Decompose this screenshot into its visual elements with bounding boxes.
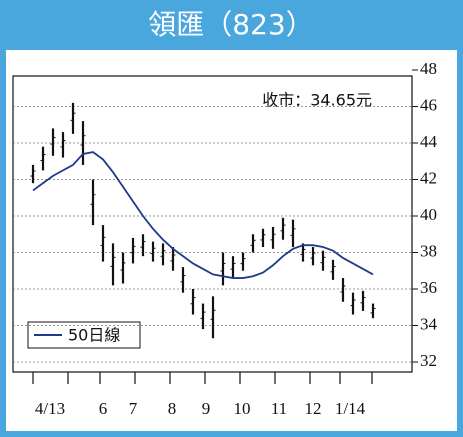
chart-title: 領匯（823）: [148, 8, 313, 41]
legend-label: 50日線: [68, 326, 120, 345]
x-tick-label: 1/14: [335, 399, 366, 418]
y-tick-label: 48: [420, 59, 437, 78]
x-tick-label: 8: [168, 399, 177, 418]
x-tick-label: 7: [129, 399, 138, 418]
x-tick-label: 12: [305, 399, 322, 418]
y-tick-label: 32: [420, 351, 437, 370]
y-tick-label: 40: [420, 205, 437, 224]
y-tick-label: 46: [420, 95, 437, 114]
y-tick-label: 36: [420, 278, 437, 297]
plot-box: [12, 75, 413, 373]
annotation: 收市：34.65元: [262, 91, 372, 110]
panel: [6, 50, 457, 431]
y-tick-label: 38: [420, 241, 437, 260]
x-tick-label: 6: [99, 399, 108, 418]
x-tick-label: 9: [202, 399, 211, 418]
y-tick-label: 42: [420, 168, 437, 187]
month-ticks: [32, 372, 373, 384]
x-tick-label: 4/13: [35, 399, 65, 418]
y-tick-label: 34: [420, 314, 438, 333]
x-tick-label: 11: [271, 399, 287, 418]
y-tick-label: 44: [420, 132, 438, 151]
ma-line: [32, 151, 374, 279]
x-tick-label: 10: [234, 399, 251, 418]
